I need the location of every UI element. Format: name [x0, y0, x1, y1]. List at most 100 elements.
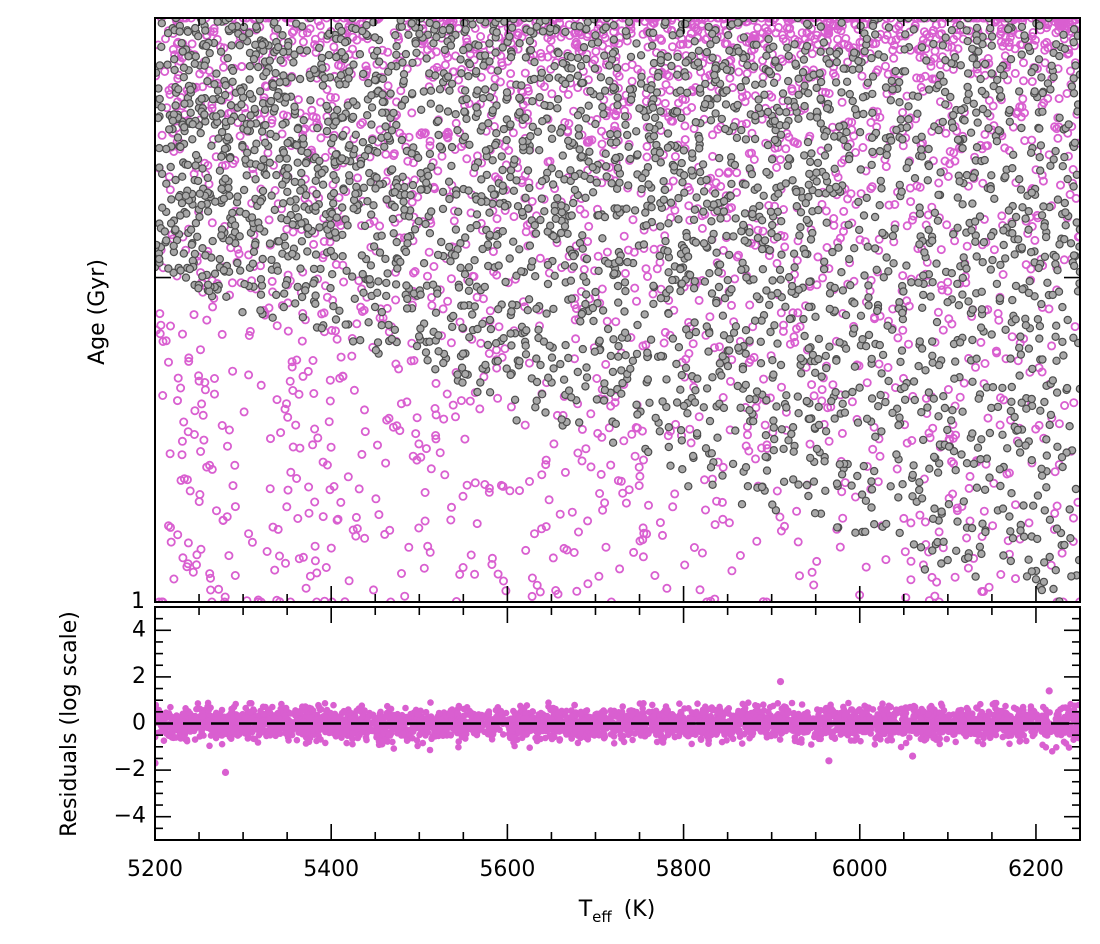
- magenta-star-point: [922, 18, 932, 23]
- grey-star-point: [1027, 394, 1036, 404]
- grey-star-point: [1053, 195, 1063, 204]
- magenta-star-point: [357, 118, 367, 128]
- magenta-star-point: [991, 346, 1001, 356]
- magenta-star-point: [931, 18, 941, 23]
- grey-star-point: [1066, 239, 1076, 248]
- magenta-star-point: [1040, 45, 1050, 55]
- magenta-star-point: [242, 596, 252, 602]
- magenta-star-point: [194, 376, 204, 386]
- grey-star-point: [213, 86, 223, 95]
- magenta-star-point: [273, 524, 283, 534]
- grey-star-point: [706, 463, 716, 472]
- grey-star-point: [505, 254, 514, 263]
- magenta-star-point: [541, 460, 551, 470]
- grey-star-point: [574, 131, 584, 140]
- grey-star-point: [508, 300, 517, 309]
- magenta-star-point: [930, 74, 940, 84]
- magenta-star-point: [155, 309, 165, 319]
- magenta-star-point: [697, 548, 707, 558]
- grey-star-point: [796, 208, 806, 217]
- magenta-star-point: [541, 522, 551, 532]
- grey-star-point: [790, 40, 799, 49]
- grey-star-point: [973, 118, 982, 127]
- grey-star-point: [971, 237, 980, 246]
- grey-star-point: [845, 89, 855, 99]
- grey-star-point: [1069, 182, 1078, 191]
- grey-star-point: [608, 438, 618, 447]
- grey-star-point: [317, 53, 327, 63]
- magenta-star-point: [790, 18, 800, 23]
- grey-star-point: [338, 130, 348, 140]
- grey-star-point: [1048, 376, 1058, 385]
- grey-star-point: [210, 79, 219, 89]
- grey-star-point: [725, 250, 734, 260]
- grey-star-point: [862, 193, 871, 203]
- magenta-star-point: [943, 384, 953, 394]
- grey-star-point: [348, 272, 357, 281]
- magenta-star-point: [487, 560, 497, 570]
- magenta-star-point: [642, 141, 652, 151]
- grey-star-point: [690, 205, 700, 214]
- grey-star-point: [1048, 290, 1057, 300]
- grey-star-point: [1052, 356, 1061, 365]
- grey-star-point: [283, 187, 292, 197]
- grey-star-point: [531, 403, 540, 412]
- magenta-star-point: [380, 529, 390, 539]
- magenta-star-point: [332, 334, 342, 344]
- grey-star-point: [779, 477, 789, 486]
- magenta-star-point: [705, 312, 715, 322]
- magenta-star-point: [710, 343, 720, 353]
- magenta-star-point: [293, 514, 303, 524]
- magenta-star-point: [586, 462, 596, 472]
- magenta-star-point: [606, 597, 616, 602]
- grey-star-point: [659, 195, 669, 204]
- magenta-star-point: [343, 472, 353, 482]
- grey-star-point: [582, 254, 592, 264]
- grey-star-point: [1025, 277, 1034, 286]
- magenta-star-point: [527, 591, 537, 601]
- grey-star-point: [958, 200, 967, 209]
- magenta-star-point: [177, 450, 187, 460]
- grey-star-point: [283, 41, 293, 51]
- magenta-star-point: [886, 18, 896, 23]
- grey-star-point: [915, 209, 925, 218]
- grey-star-point: [1004, 206, 1014, 215]
- grey-star-point: [462, 94, 471, 104]
- magenta-star-point: [439, 414, 449, 424]
- grey-star-point: [456, 263, 465, 272]
- magenta-star-point: [933, 307, 943, 317]
- grey-star-point: [381, 254, 390, 264]
- grey-star-point: [181, 273, 191, 282]
- grey-star-point: [331, 117, 341, 126]
- grey-star-point: [682, 232, 692, 241]
- grey-star-point: [273, 91, 282, 101]
- magenta-star-point: [590, 55, 600, 65]
- grey-star-point: [318, 64, 327, 73]
- grey-star-point: [592, 395, 602, 404]
- magenta-star-point: [792, 506, 802, 516]
- grey-star-point: [396, 257, 405, 267]
- grey-star-point: [666, 461, 675, 470]
- grey-star-point: [280, 232, 289, 242]
- grey-star-point: [784, 154, 794, 163]
- grey-star-point: [536, 360, 545, 370]
- grey-star-point: [721, 100, 731, 109]
- grey-star-point: [661, 236, 670, 246]
- magenta-star-point: [601, 542, 611, 552]
- magenta-star-point: [745, 300, 755, 310]
- magenta-star-point: [184, 353, 194, 363]
- grey-star-point: [1019, 501, 1028, 510]
- grey-star-point: [289, 58, 298, 67]
- grey-star-point: [916, 543, 926, 552]
- magenta-star-point: [798, 18, 808, 23]
- grey-star-point: [161, 144, 171, 154]
- magenta-star-point: [898, 325, 908, 335]
- grey-star-point: [811, 368, 820, 377]
- magenta-star-point: [934, 178, 944, 188]
- grey-star-point: [200, 110, 209, 119]
- grey-star-point: [600, 86, 610, 95]
- magenta-star-point: [188, 567, 198, 577]
- grey-star-point: [366, 177, 375, 187]
- magenta-star-point: [1019, 58, 1029, 68]
- magenta-star-point: [544, 495, 554, 505]
